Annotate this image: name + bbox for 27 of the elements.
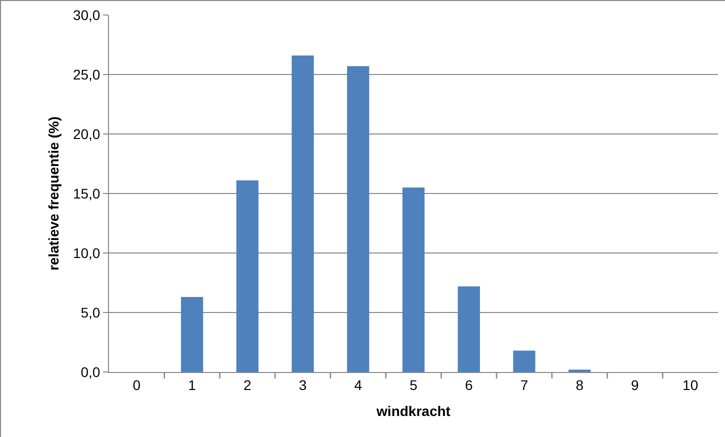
y-tick-label: 10,0 (72, 244, 100, 261)
x-tick-label: 3 (298, 376, 307, 393)
bar (402, 188, 425, 372)
x-tick-label: 1 (188, 376, 196, 393)
y-tick-label: 20,0 (72, 126, 100, 142)
x-tick-label: 2 (244, 376, 252, 393)
y-tick-label: 0,0 (80, 364, 100, 380)
bar (236, 180, 258, 372)
x-tick-label: 5 (410, 376, 418, 393)
x-tick-label: 7 (520, 376, 528, 393)
bar (292, 55, 314, 372)
x-tick-label: 6 (464, 376, 473, 393)
y-axis-title: relatieve frequentie (%) (46, 116, 62, 271)
y-tick-label: 5,0 (80, 304, 100, 320)
bar (458, 286, 480, 372)
bar (180, 297, 204, 372)
x-tick-label: 4 (354, 376, 362, 393)
x-axis-title: windkracht (376, 403, 451, 420)
x-tick-label: 8 (576, 376, 584, 393)
x-tick-label: 10 (682, 376, 698, 393)
x-tick-label: 9 (631, 376, 640, 393)
y-tick-label: 30,0 (72, 6, 100, 23)
bar (513, 350, 536, 372)
y-tick-label: 25,0 (72, 66, 100, 82)
x-tick-label: 0 (132, 376, 141, 393)
y-tick-label: 15,0 (72, 185, 100, 202)
bar (347, 66, 370, 372)
